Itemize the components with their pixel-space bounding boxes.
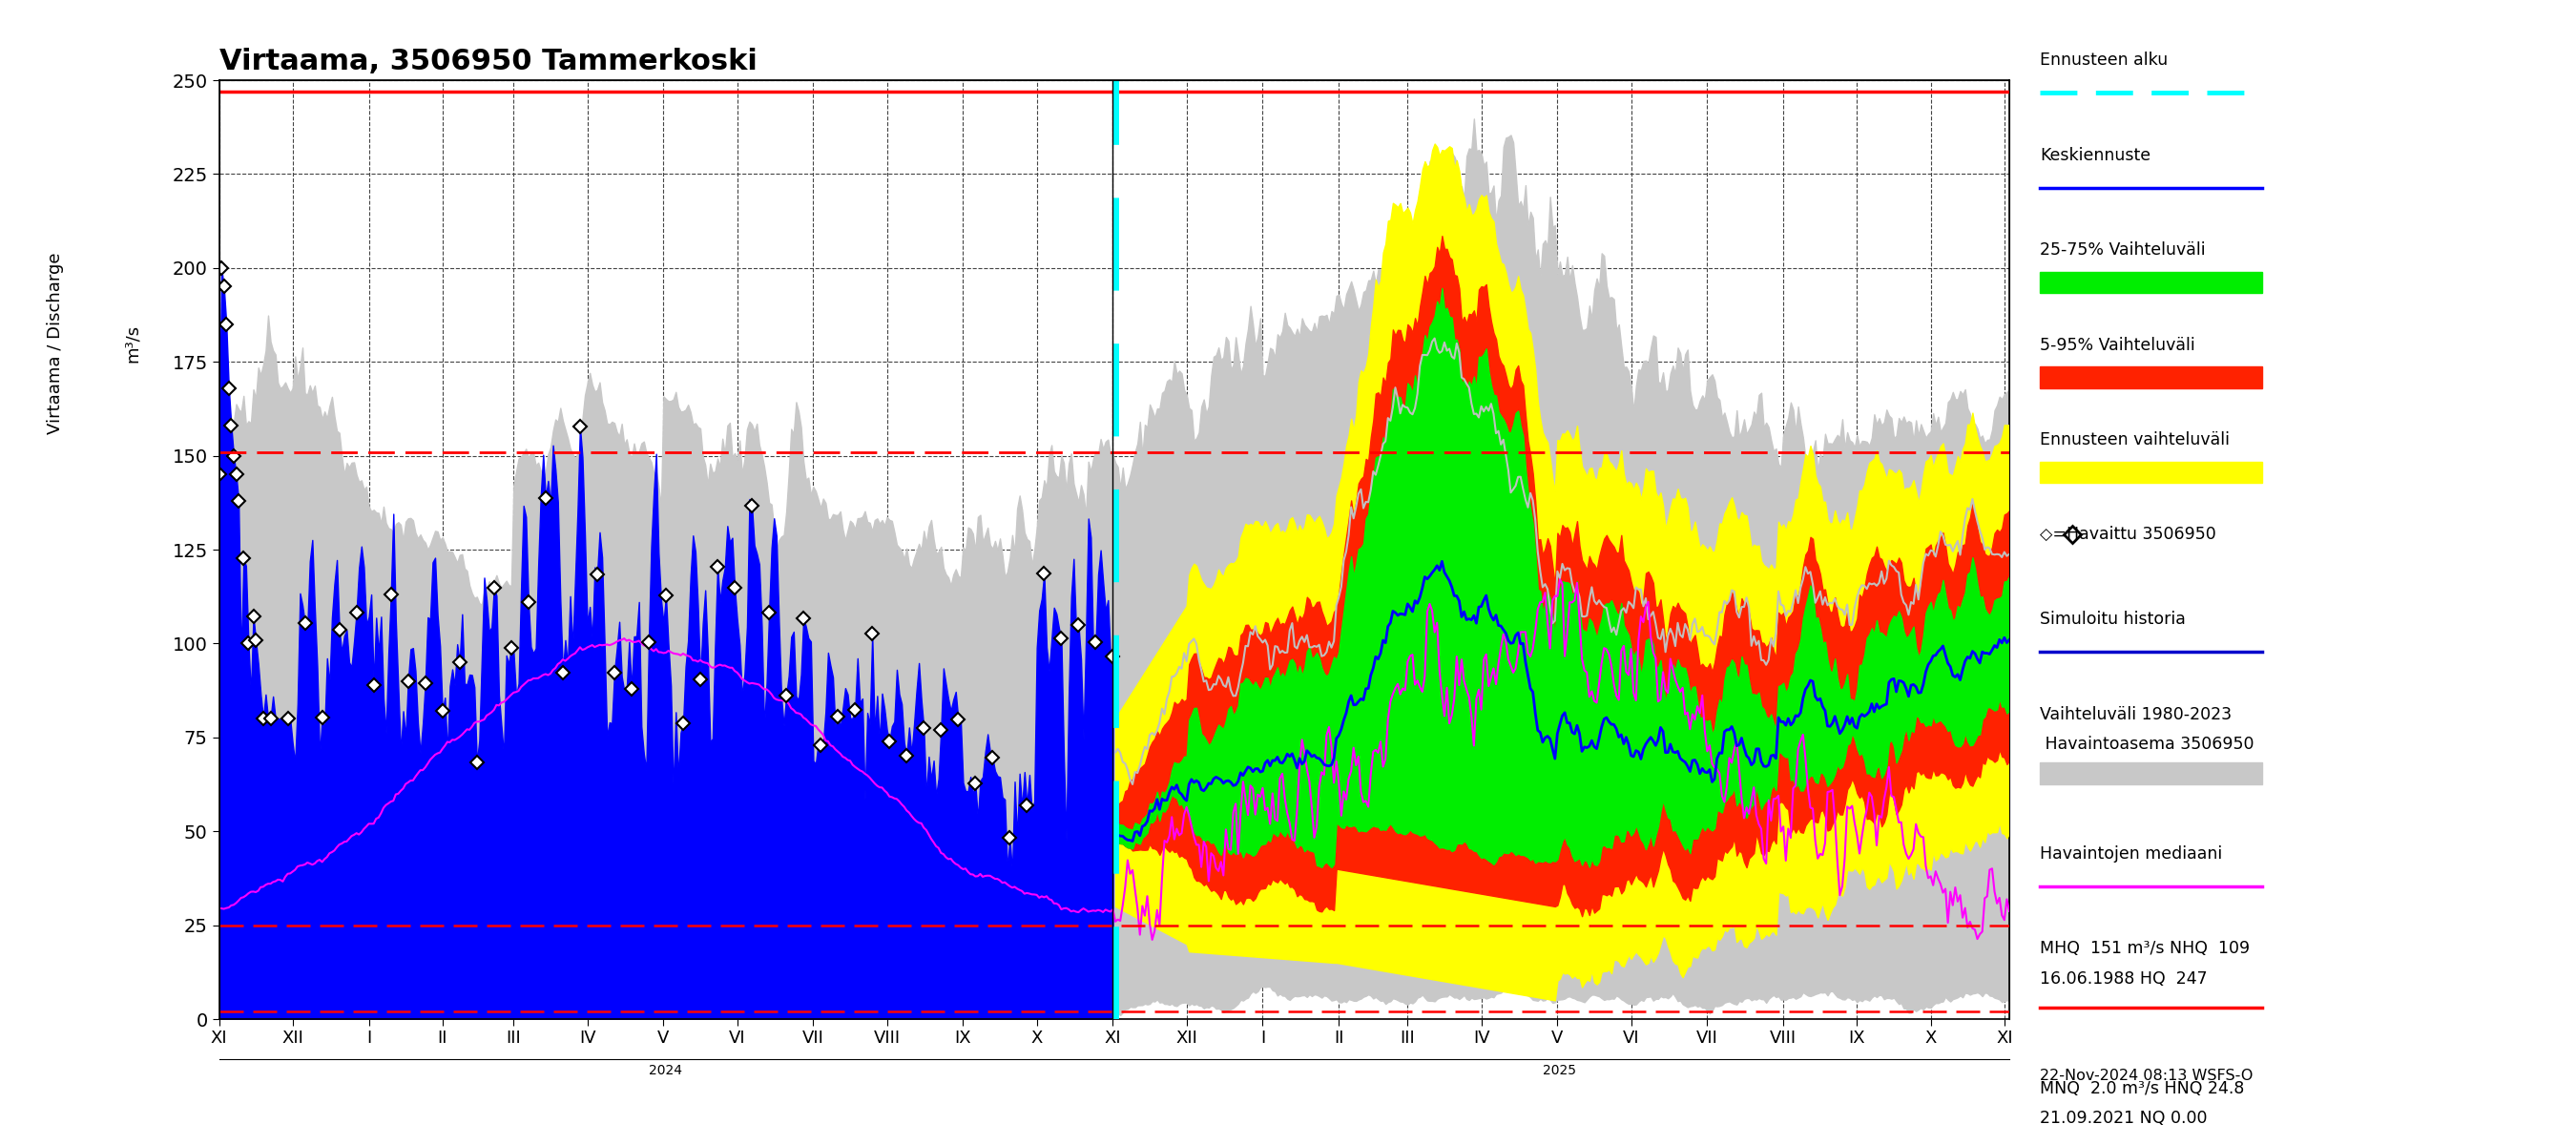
Text: Simuloitu historia: Simuloitu historia (2040, 611, 2187, 629)
Text: 5-95% Vaihteluväli: 5-95% Vaihteluväli (2040, 337, 2195, 354)
Text: 22-Nov-2024 08:13 WSFS-O: 22-Nov-2024 08:13 WSFS-O (2040, 1068, 2254, 1083)
Text: 21.09.2021 NQ 0.00: 21.09.2021 NQ 0.00 (2040, 1110, 2208, 1127)
Bar (2040, 366, 2262, 388)
Text: Keskiennuste: Keskiennuste (2040, 147, 2151, 164)
Text: Havaintojen mediaani: Havaintojen mediaani (2040, 845, 2223, 862)
Bar (2040, 763, 2262, 784)
Text: 16.06.1988 HQ  247: 16.06.1988 HQ 247 (2040, 970, 2208, 987)
Bar (2040, 461, 2262, 483)
Text: Virtaama, 3506950 Tammerkoski: Virtaama, 3506950 Tammerkoski (219, 48, 757, 76)
Text: Vaihteluväli 1980-2023: Vaihteluväli 1980-2023 (2040, 705, 2231, 722)
Text: Havaintoasema 3506950: Havaintoasema 3506950 (2040, 736, 2254, 753)
Text: 25-75% Vaihteluväli: 25-75% Vaihteluväli (2040, 242, 2205, 259)
Text: MNQ  2.0 m³/s HNQ 24.8: MNQ 2.0 m³/s HNQ 24.8 (2040, 1080, 2244, 1097)
Text: Ennusteen alku: Ennusteen alku (2040, 52, 2169, 69)
Text: Ennusteen vaihteluväli: Ennusteen vaihteluväli (2040, 432, 2231, 449)
Text: ◇=Havaittu 3506950: ◇=Havaittu 3506950 (2040, 526, 2215, 543)
Bar (2040, 271, 2262, 293)
Text: m³/s: m³/s (124, 324, 142, 363)
Text: Virtaama / Discharge: Virtaama / Discharge (46, 253, 64, 434)
Text: MHQ  151 m³/s NHQ  109: MHQ 151 m³/s NHQ 109 (2040, 940, 2251, 957)
